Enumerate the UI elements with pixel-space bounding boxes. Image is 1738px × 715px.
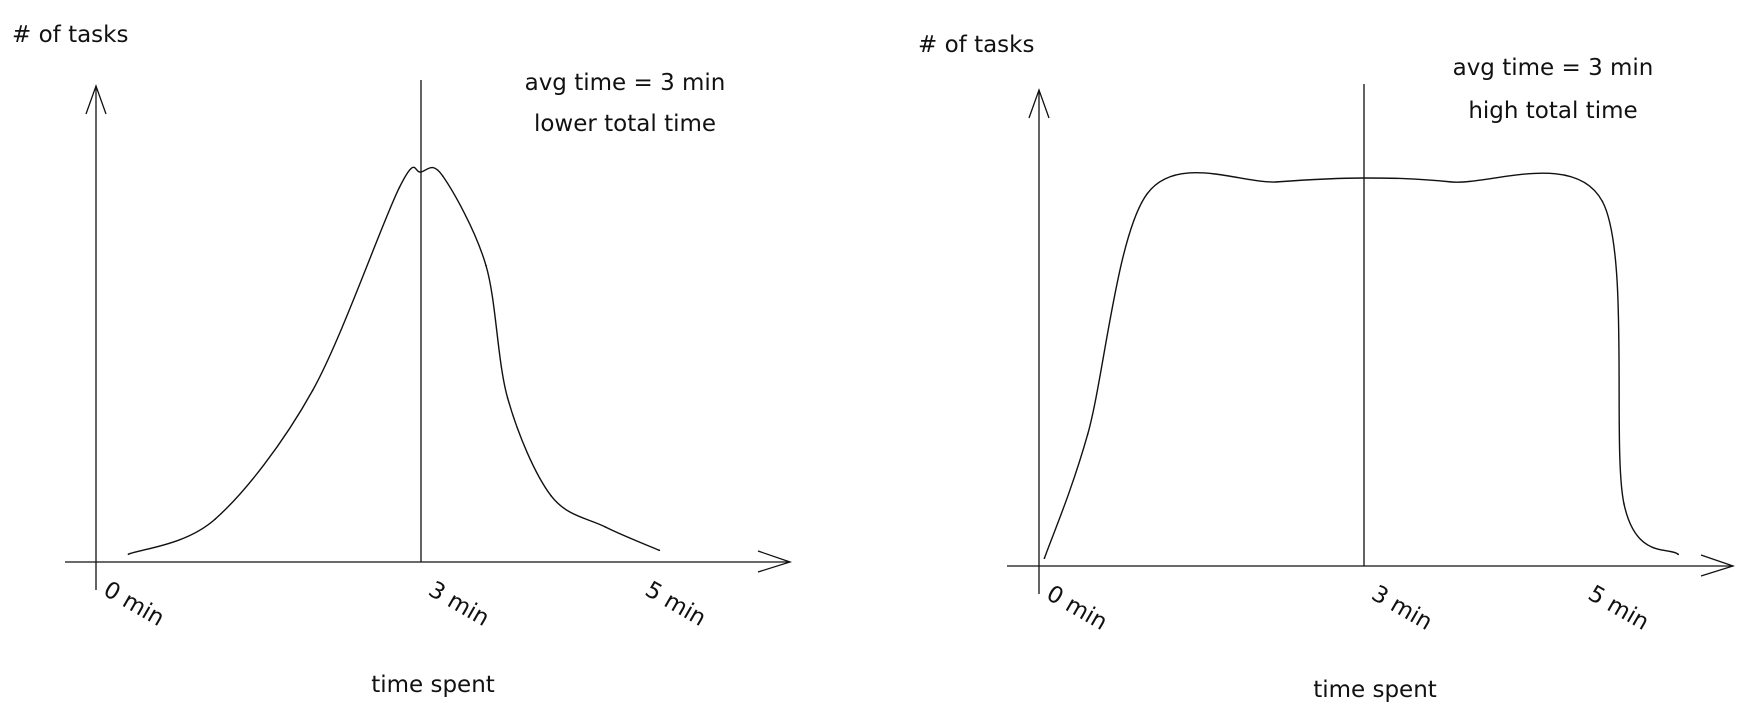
x-axis-arrow xyxy=(757,550,793,573)
data-point xyxy=(420,171,422,173)
y-axis-label: # of tasks xyxy=(918,32,1034,58)
data-point xyxy=(1276,181,1279,183)
data-point xyxy=(1449,181,1452,183)
y-axis-label: # of tasks xyxy=(12,22,128,48)
data-point xyxy=(311,389,314,392)
annotation-text: avg time = 3 min xyxy=(1453,55,1654,81)
x-axis-label: time spent xyxy=(1313,677,1437,703)
y-axis-arrow xyxy=(85,84,107,115)
chart-panel-left: 0 min 3 min 5 min # of tasks time spent avg t… xyxy=(12,22,793,698)
data-point xyxy=(127,553,130,555)
data-point xyxy=(1601,200,1604,203)
chart-panel-right: 0 min 3 min 5 min # of tasks time spent avg t… xyxy=(918,32,1736,703)
x-tick-label: 5 min xyxy=(1584,581,1654,636)
data-point xyxy=(1086,433,1089,435)
data-point xyxy=(1623,503,1625,505)
x-tick-label: 3 min xyxy=(1367,581,1437,636)
x-tick-label: 0 min xyxy=(1042,581,1112,636)
data-point xyxy=(658,549,661,552)
x-tick-label: 5 min xyxy=(641,577,711,632)
y-axis-arrow xyxy=(1028,88,1050,119)
data-point xyxy=(550,494,552,497)
data-point xyxy=(485,264,487,267)
data-point xyxy=(1363,177,1365,179)
data-point xyxy=(441,175,444,177)
data-point xyxy=(1146,192,1149,195)
x-axis-label: time spent xyxy=(371,672,495,698)
data-point xyxy=(506,397,509,400)
data-point xyxy=(604,526,606,528)
x-tick-label: 0 min xyxy=(99,577,169,632)
series-line xyxy=(127,166,661,555)
data-point xyxy=(1043,557,1046,560)
data-point xyxy=(1677,553,1679,556)
data-point xyxy=(214,518,216,520)
annotation-text: avg time = 3 min xyxy=(525,70,726,96)
data-point xyxy=(398,186,401,189)
annotation-text: high total time xyxy=(1468,98,1637,124)
x-tick-label: 3 min xyxy=(424,577,494,632)
x-axis-arrow xyxy=(1700,554,1736,577)
annotation-text: lower total time xyxy=(534,111,716,137)
series-line xyxy=(1043,172,1679,559)
